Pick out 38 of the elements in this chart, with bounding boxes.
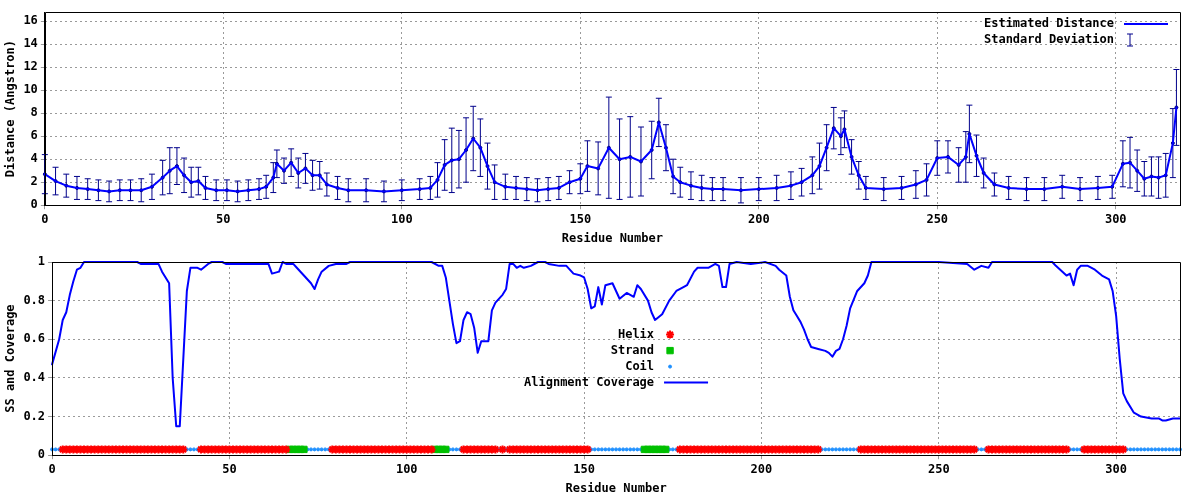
y-tick-label: 12 <box>23 59 38 74</box>
legend-label: Strand <box>610 342 655 357</box>
x-axis-title: Residue Number <box>565 480 667 495</box>
y-tick-label: 0.8 <box>23 292 46 307</box>
x-tick-label: 200 <box>747 211 770 226</box>
y-axis-title: SS and Coverage <box>3 304 18 413</box>
y-tick-label: 0.4 <box>23 370 46 385</box>
x-tick-label: 150 <box>573 461 595 476</box>
x-tick-label: 50 <box>216 211 231 226</box>
x-tick-label: 250 <box>926 211 949 226</box>
y-tick-label: 4 <box>30 151 38 166</box>
legend-label: Standard Deviation <box>983 32 1114 47</box>
x-tick-label: 150 <box>569 211 592 226</box>
y-tick-label: 10 <box>23 82 38 97</box>
x-tick-label: 250 <box>927 461 950 476</box>
legend-label: Alignment Coverage <box>524 374 655 389</box>
y-tick-label: 0.6 <box>23 331 46 346</box>
x-tick-label: 100 <box>390 211 413 226</box>
legend-label: Estimated Distance <box>983 16 1114 31</box>
y-tick-label: 0 <box>30 197 38 212</box>
y-tick-label: 8 <box>30 105 38 120</box>
x-tick-label: 100 <box>395 461 418 476</box>
y-tick-label: 0.2 <box>23 408 46 423</box>
legend-label: Coil <box>625 358 655 373</box>
legend-label: Helix <box>617 326 655 341</box>
y-tick-label: 2 <box>30 174 38 189</box>
y-tick-label: 0 <box>37 447 46 462</box>
x-tick-label: 300 <box>1104 211 1127 226</box>
x-tick-label: 200 <box>750 461 773 476</box>
x-tick-label: 0 <box>48 461 56 476</box>
x-axis-title: Residue Number <box>561 230 663 245</box>
y-axis-title: Distance (Angstron) <box>3 39 18 178</box>
y-tick-label: 6 <box>30 128 38 143</box>
x-tick-label: 300 <box>1105 461 1127 476</box>
y-tick-label: 14 <box>23 36 38 51</box>
y-tick-label: 1 <box>37 254 46 269</box>
y-tick-label: 16 <box>23 13 38 28</box>
x-tick-label: 50 <box>222 461 237 476</box>
